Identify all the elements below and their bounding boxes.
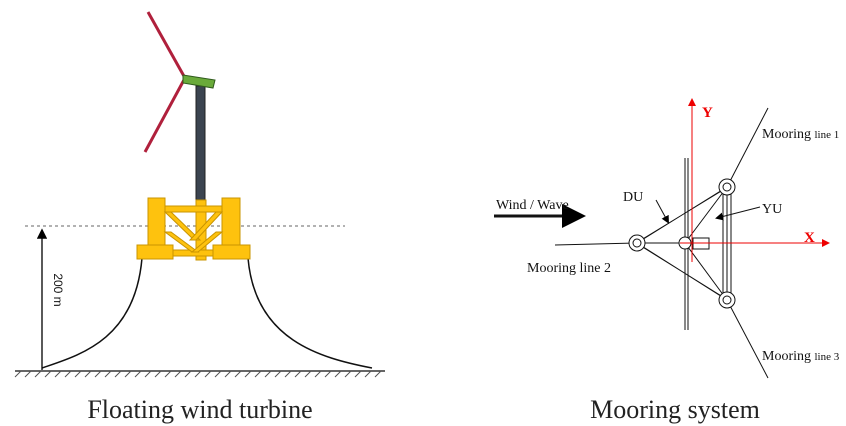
yu-label: YU [762, 202, 782, 217]
right-caption: Mooring system [590, 395, 760, 424]
mooring-word: Mooring [762, 349, 811, 364]
mooring-diagram [494, 98, 830, 379]
mooring-word: Mooring [762, 127, 811, 142]
mooring-line-3: Mooring line 3 [762, 349, 840, 364]
mooring-suffix: line 3 [815, 351, 840, 363]
mooring-line-2: Mooring line 2 [527, 261, 611, 276]
wind-label: Wind / Wave [496, 198, 569, 213]
mooring-line-1: Mooring line 1 [762, 127, 839, 142]
turbine-diagram: 200 m Floating wind turbine [14, 11, 385, 424]
depth-label: 200 m [51, 273, 65, 306]
x-axis-label: X [804, 230, 815, 246]
left-caption: Floating wind turbine [87, 395, 312, 424]
y-axis-label: Y [702, 105, 713, 121]
du-label: DU [623, 190, 643, 205]
mooring-suffix: line 1 [815, 129, 840, 141]
